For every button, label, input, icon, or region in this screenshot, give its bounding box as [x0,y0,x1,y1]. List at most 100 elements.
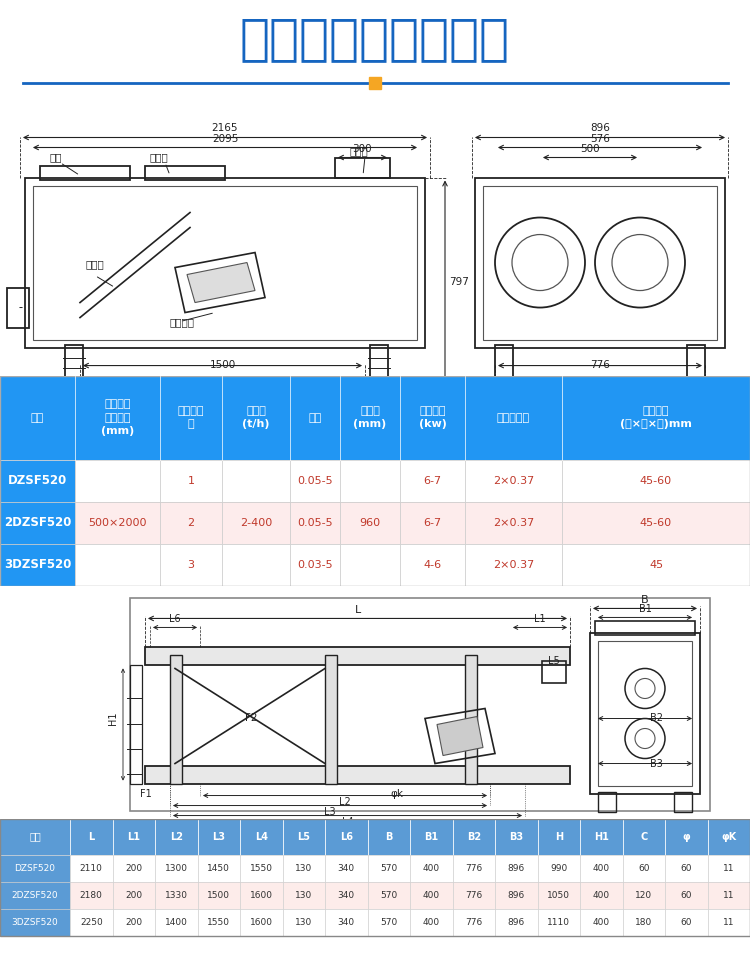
Bar [25,177,425,348]
Bar [410,819,452,855]
Text: L: L [354,606,361,615]
Bar [75,543,160,586]
Text: 1500: 1500 [209,359,236,370]
Text: 130: 130 [295,891,312,899]
Text: 1400: 1400 [165,918,188,926]
Polygon shape [187,263,255,302]
Bar [595,621,695,636]
Text: L5: L5 [297,832,310,842]
Bar [622,819,665,855]
Text: 产品型号及安装尺寸: 产品型号及安装尺寸 [240,15,510,64]
Text: 1600: 1600 [250,891,273,899]
Text: 6-7: 6-7 [424,517,442,528]
Text: 2095: 2095 [211,134,238,143]
Bar [410,855,452,882]
Bar [368,819,410,855]
Text: (kw): (kw) [419,420,446,429]
Bar [112,909,155,936]
Bar [75,502,160,543]
Bar [335,158,390,177]
Text: DZSF520: DZSF520 [14,864,55,872]
Bar [465,543,562,586]
Text: 2110: 2110 [80,864,103,872]
Bar [145,647,570,665]
Text: 400: 400 [592,864,610,872]
Bar [598,792,616,812]
Text: 400: 400 [423,918,439,926]
Bar [368,909,410,936]
Text: 570: 570 [380,864,398,872]
Text: 导力板: 导力板 [85,260,104,270]
Text: C: C [640,832,647,842]
Bar [155,819,197,855]
Text: 896: 896 [590,123,610,134]
Bar [0,459,75,502]
Text: (mm): (mm) [100,427,134,436]
Text: 6-7: 6-7 [424,476,442,485]
Bar [160,459,222,502]
Text: B1: B1 [638,605,652,614]
Text: 2×0.37: 2×0.37 [493,560,534,569]
Text: (mm): (mm) [353,420,387,429]
Text: L5: L5 [548,657,560,666]
Bar [410,882,452,909]
Text: 2165: 2165 [211,123,238,134]
Bar [707,819,750,855]
Bar [155,882,197,909]
Bar [283,819,325,855]
Text: 2DZSF520: 2DZSF520 [12,891,58,899]
Text: 电机功率: 电机功率 [419,405,446,416]
Bar [452,882,495,909]
Bar [368,855,410,882]
Text: 340: 340 [338,918,355,926]
Bar [495,855,538,882]
Text: B1: B1 [424,832,438,842]
Bar [495,882,538,909]
Bar [465,459,562,502]
Bar [112,819,155,855]
Bar [112,882,155,909]
Bar [0,882,70,909]
Text: 500×2000: 500×2000 [88,517,147,528]
Text: 990: 990 [550,864,567,872]
Text: 筛箱: 筛箱 [50,152,62,163]
Text: 776: 776 [590,359,610,370]
Text: 0.05-5: 0.05-5 [297,476,333,485]
Polygon shape [437,716,483,756]
Text: 400: 400 [423,864,439,872]
Text: 目: 目 [188,420,194,429]
Text: φK: φK [722,832,736,842]
Bar [0,909,70,936]
Text: H1: H1 [108,712,118,725]
Bar [197,855,240,882]
Text: 130: 130 [295,918,312,926]
Text: 896: 896 [508,864,525,872]
Bar [283,855,325,882]
Bar [283,882,325,909]
Bar [340,543,400,586]
Text: 60: 60 [638,864,650,872]
Bar [325,882,368,909]
Text: (长×宽×高)mm: (长×宽×高)mm [620,420,692,429]
Text: 776: 776 [465,918,482,926]
Bar [452,909,495,936]
Text: (t/h): (t/h) [242,420,270,429]
Bar [290,543,340,586]
Text: 570: 570 [380,918,398,926]
Bar [340,459,400,502]
Bar [465,502,562,543]
Bar [0,376,750,459]
Bar [240,819,283,855]
Bar [0,855,70,882]
Bar [622,855,665,882]
Text: 2180: 2180 [80,891,103,899]
Text: 0.03-5: 0.03-5 [297,560,333,569]
Text: 1050: 1050 [548,891,570,899]
Bar [325,656,337,784]
Text: 2-400: 2-400 [240,517,272,528]
Text: 896: 896 [508,891,525,899]
Text: 外形尺寸: 外形尺寸 [643,405,669,416]
Text: 797: 797 [449,276,469,287]
Text: B: B [641,595,649,606]
Text: 防尘盖: 防尘盖 [150,152,169,163]
